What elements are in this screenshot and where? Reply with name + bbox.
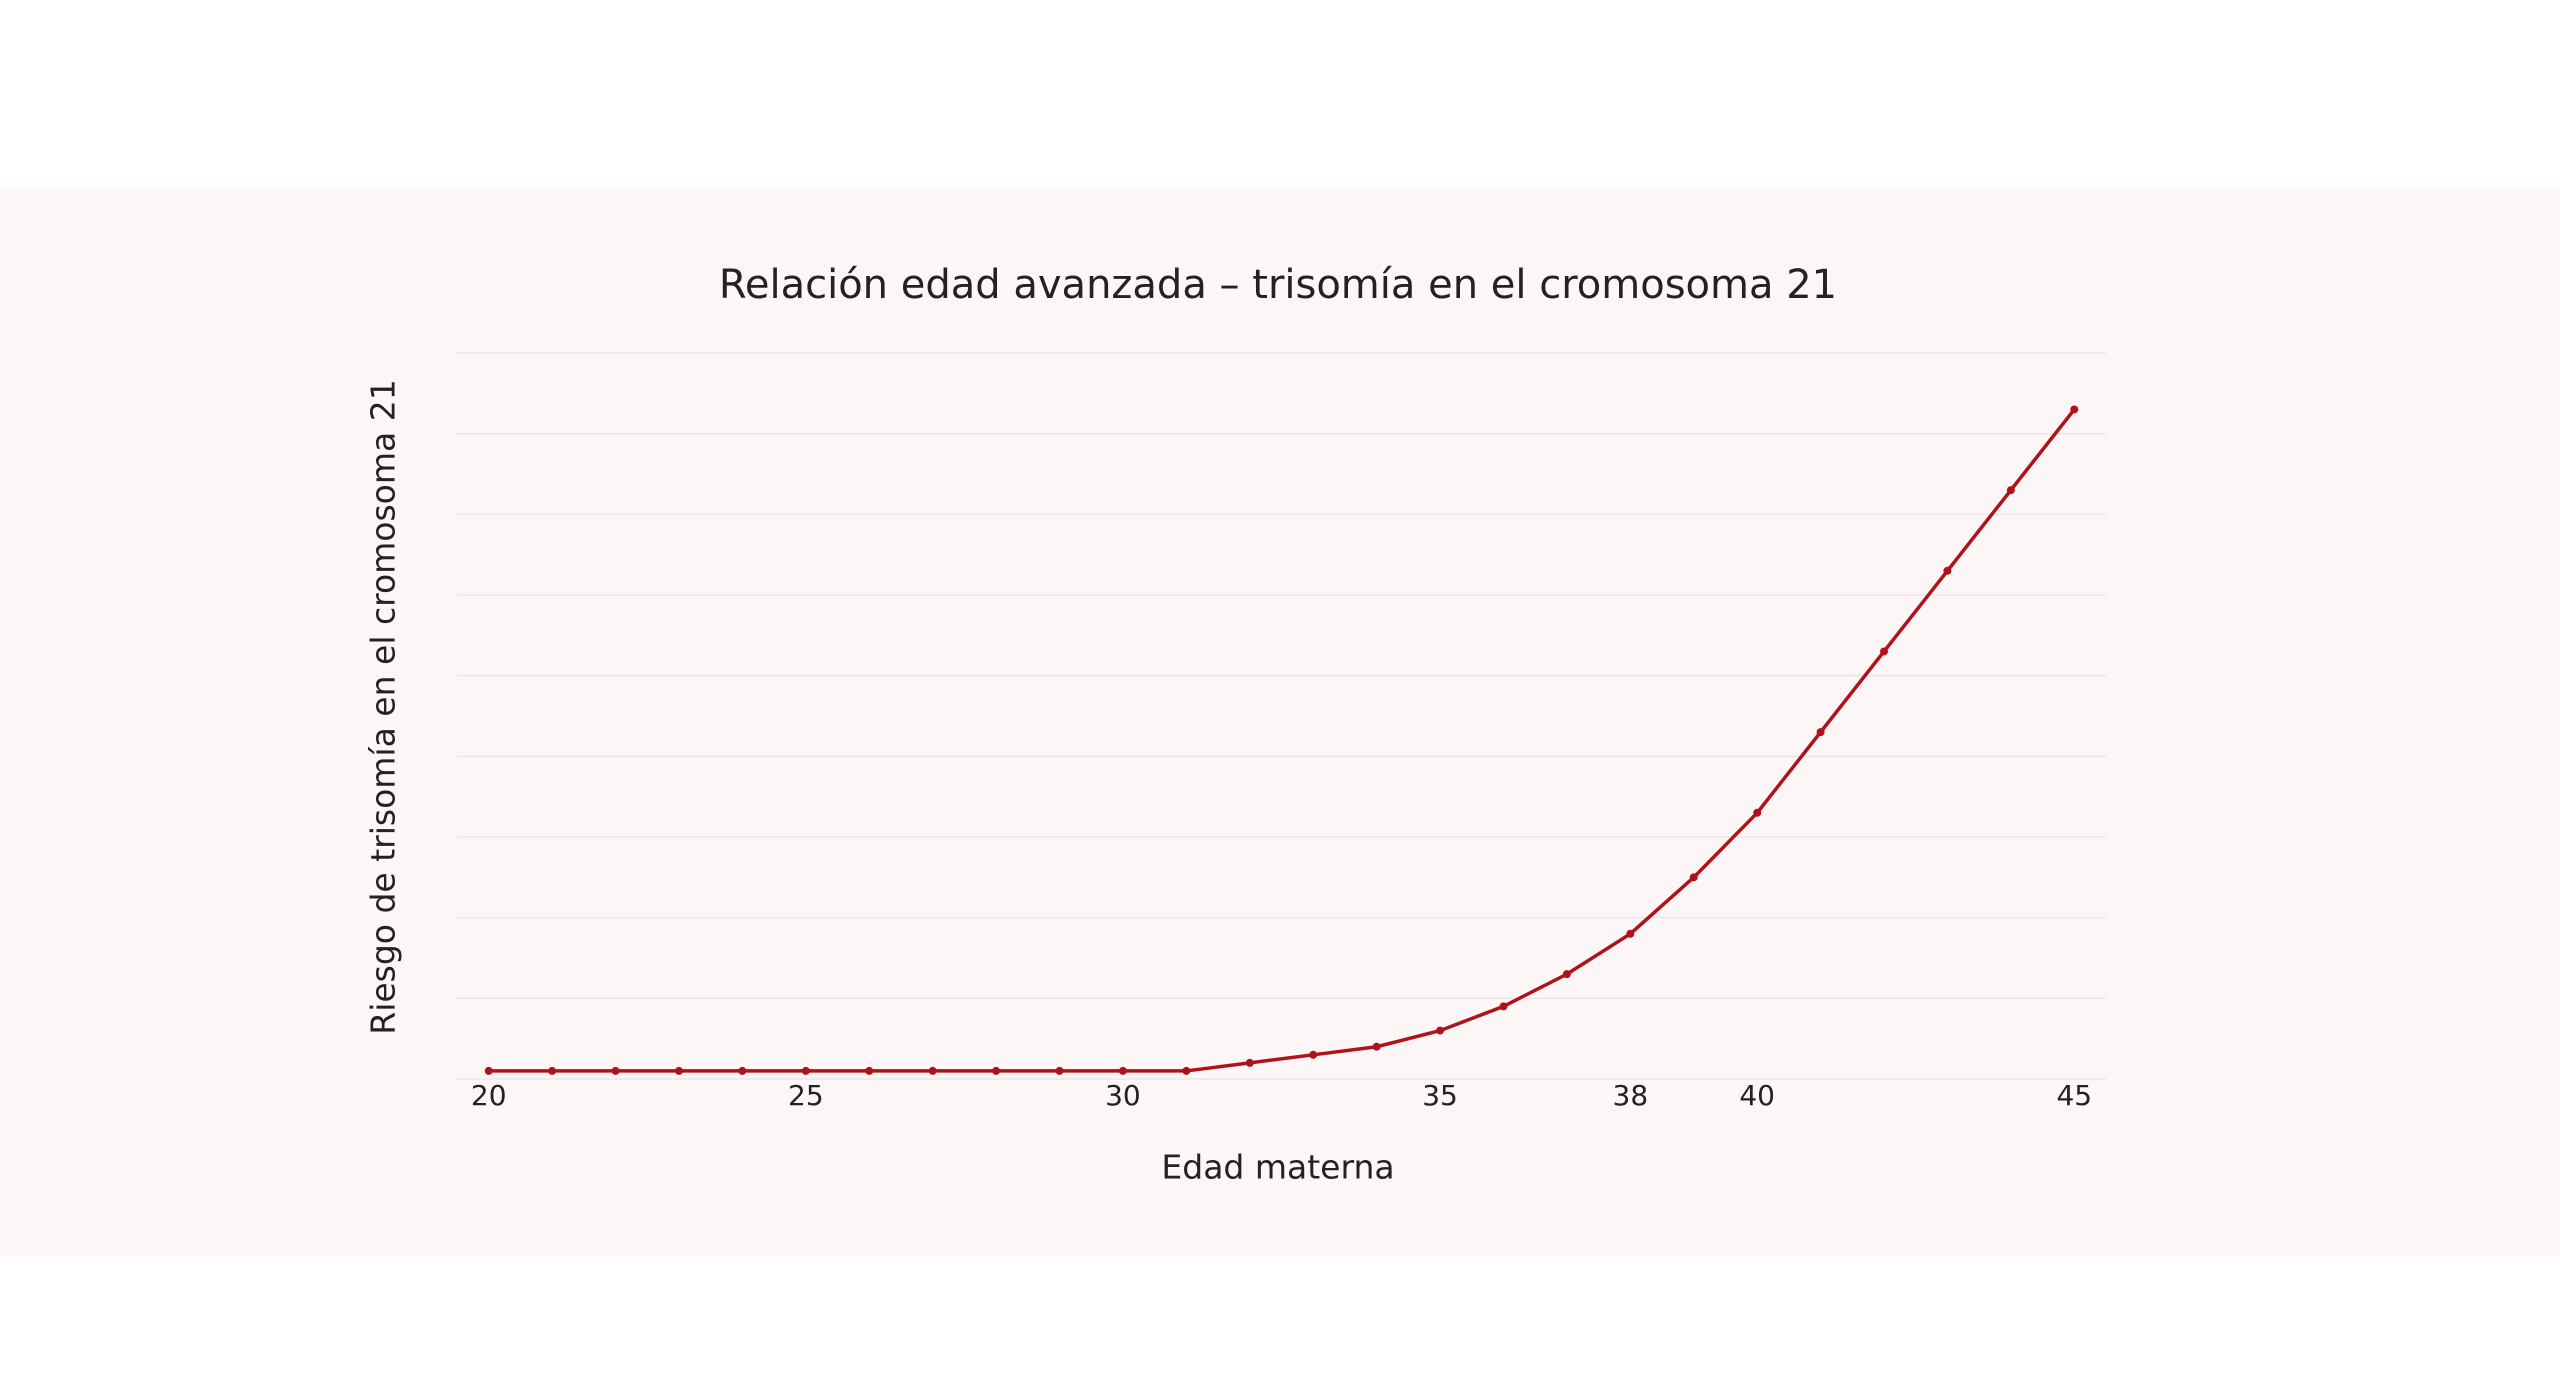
data-point [1943, 566, 1952, 575]
data-point [1880, 647, 1889, 656]
data-point [1182, 1066, 1191, 1075]
x-axis-label: Edad materna [1161, 1148, 1394, 1187]
data-point [928, 1066, 937, 1075]
data-point [1816, 728, 1825, 737]
y-axis-label: Riesgo de trisomía en el cromosoma 21 [364, 379, 403, 1034]
chart-title: Relación edad avanzada – trisomía en el … [719, 262, 1837, 308]
data-point [992, 1066, 1001, 1075]
data-point [1753, 808, 1762, 817]
data-point [1626, 929, 1635, 938]
x-tick-label: 25 [788, 1079, 824, 1112]
data-point [1562, 970, 1571, 979]
x-tick-label: 35 [1422, 1079, 1458, 1112]
x-tick-label: 40 [1739, 1079, 1775, 1112]
data-point [1055, 1066, 1064, 1075]
x-tick-label: 20 [471, 1079, 507, 1112]
x-tick-label: 38 [1613, 1079, 1649, 1112]
data-point [801, 1066, 810, 1075]
x-tick-label: 45 [2056, 1079, 2092, 1112]
data-point [1689, 873, 1698, 882]
data-point [1118, 1066, 1127, 1075]
chart-background [0, 188, 2560, 1256]
data-point [865, 1066, 874, 1075]
data-point [1499, 1002, 1508, 1011]
data-point [611, 1066, 620, 1075]
data-point [1372, 1042, 1381, 1051]
data-point [484, 1066, 493, 1075]
data-point [1245, 1058, 1254, 1067]
x-tick-label: 30 [1105, 1079, 1141, 1112]
data-point [1309, 1050, 1318, 1059]
data-line [488, 408, 2076, 1073]
data-point [548, 1066, 557, 1075]
data-point [2070, 405, 2079, 414]
data-point [2006, 486, 2015, 495]
data-point [674, 1066, 683, 1075]
data-point [1436, 1026, 1445, 1035]
data-point [738, 1066, 747, 1075]
